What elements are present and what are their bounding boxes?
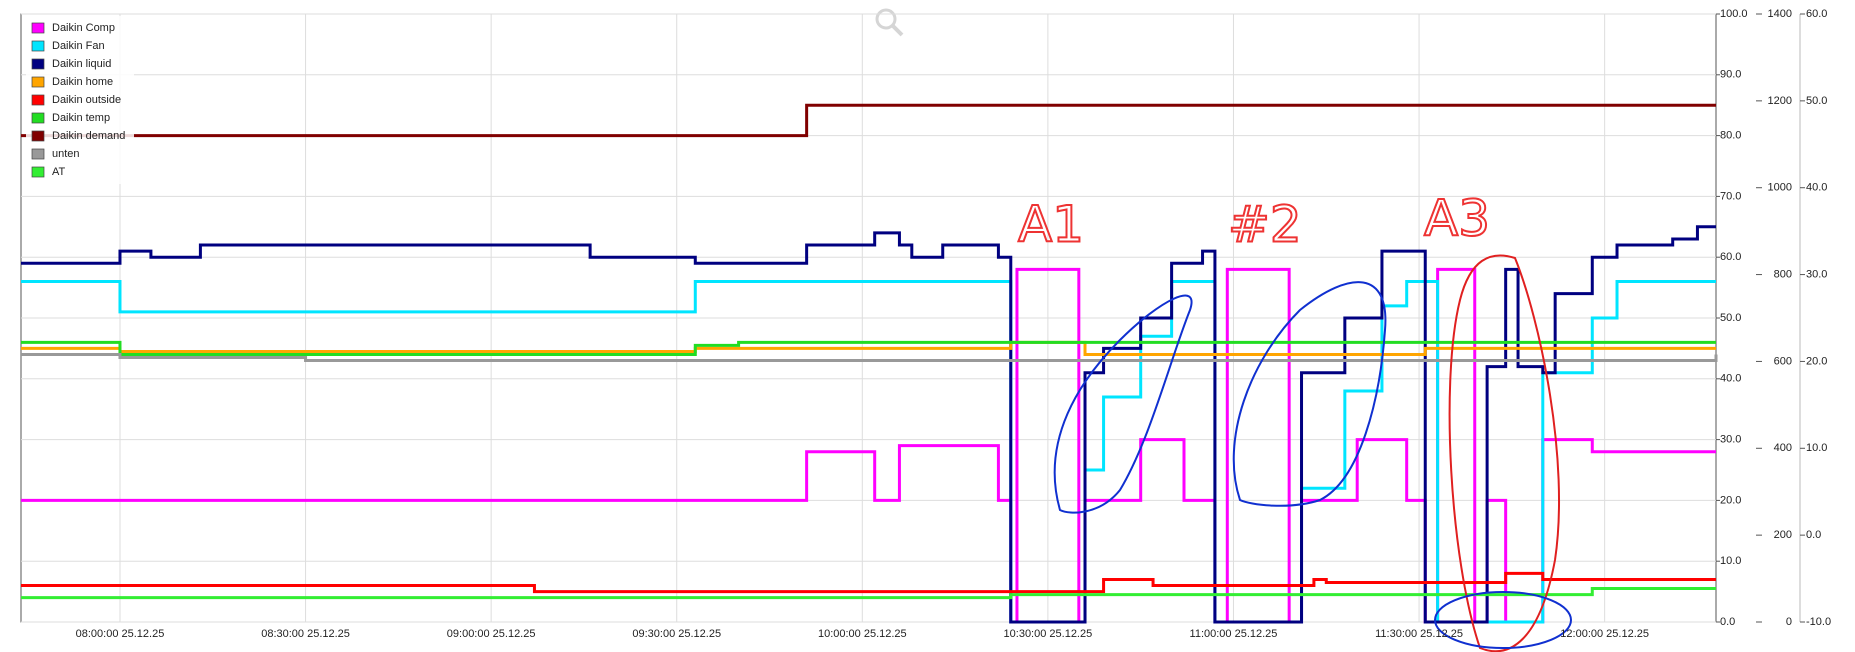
series-line: [21, 571, 1716, 594]
y-tick-label: 0.0: [1720, 616, 1735, 628]
legend-swatch: [31, 40, 45, 52]
legend-swatch: [31, 148, 45, 160]
x-tick-label: 09:00:00 25.12.25: [447, 628, 536, 640]
x-tick-label: 12:00:00 25.12.25: [1560, 628, 1649, 640]
y-tick-label: 70.0: [1720, 190, 1741, 202]
legend-label: Daikin temp: [52, 112, 110, 124]
legend-swatch: [31, 166, 45, 178]
annotation: A3: [1424, 190, 1490, 248]
legend-label: Daikin liquid: [52, 58, 111, 70]
y-tick-label: 80.0: [1720, 130, 1741, 142]
legend-swatch: [31, 130, 45, 142]
series-line: [21, 103, 1716, 138]
y-tick-label: 90.0: [1720, 69, 1741, 81]
x-tick-label: 10:00:00 25.12.25: [818, 628, 907, 640]
y2-tick-label: 1000: [1768, 182, 1792, 194]
y3-tick-label: 10.0: [1806, 442, 1827, 454]
y3-tick-label: -10.0: [1806, 616, 1831, 628]
series-line: [21, 587, 1716, 600]
annotation: A1: [1018, 196, 1084, 254]
legend-label: Daikin demand: [52, 130, 125, 142]
y3-tick-label: 30.0: [1806, 268, 1827, 280]
legend-swatch: [31, 22, 45, 34]
x-tick-label: 11:00:00 25.12.25: [1190, 628, 1278, 640]
x-tick-label: 10:30:00 25.12.25: [1004, 628, 1093, 640]
y-tick-label: 10.0: [1720, 555, 1741, 567]
x-tick-label: 09:30:00 25.12.25: [632, 628, 721, 640]
legend-swatch: [31, 76, 45, 88]
legend-label: unten: [52, 148, 80, 160]
legend-swatch: [31, 112, 45, 124]
y2-tick-label: 1400: [1768, 8, 1792, 20]
y-tick-label: 30.0: [1720, 434, 1741, 446]
series-line: [21, 352, 1718, 363]
y3-tick-label: 50.0: [1806, 95, 1827, 107]
y2-tick-label: 600: [1774, 355, 1792, 367]
plot-area: [21, 13, 1718, 624]
x-tick-label: 11:30:00 25.12.25: [1375, 628, 1463, 640]
legend-swatch: [31, 58, 45, 70]
y2-tick-label: 1200: [1768, 95, 1792, 107]
legend-swatch: [31, 94, 45, 106]
y2-tick-label: 800: [1774, 268, 1792, 280]
x-tick-label: 08:00:00 25.12.25: [76, 628, 165, 640]
y-tick-label: 100.0: [1720, 8, 1748, 20]
y-tick-label: 60.0: [1720, 251, 1741, 263]
legend-label: Daikin Fan: [52, 40, 105, 52]
series-line: [21, 225, 1716, 624]
y-tick-label: 20.0: [1720, 494, 1741, 506]
y2-tick-label: 400: [1774, 442, 1792, 454]
y3-tick-label: 40.0: [1806, 182, 1827, 194]
legend-label: Daikin Comp: [52, 22, 115, 34]
y-tick-label: 50.0: [1720, 312, 1741, 324]
annotation: #2: [1228, 196, 1302, 254]
series-line: [21, 340, 1716, 356]
y2-tick-label: 0: [1786, 616, 1792, 628]
y3-tick-label: 0.0: [1806, 529, 1821, 541]
legend-label: Daikin outside: [52, 94, 121, 106]
y2-tick-label: 200: [1774, 529, 1792, 541]
y3-tick-label: 60.0: [1806, 8, 1827, 20]
y3-tick-label: 20.0: [1806, 355, 1827, 367]
series-line: [21, 340, 1716, 356]
legend-label: Daikin home: [52, 76, 113, 88]
legend: Daikin Comp Daikin Fan Daikin liquid Daikin…: [26, 16, 134, 184]
scribbles: [1053, 254, 1572, 652]
legend-label: AT: [52, 166, 66, 178]
zoom-icon[interactable]: [875, 8, 904, 37]
y-tick-label: 40.0: [1720, 373, 1741, 385]
x-tick-label: 08:30:00 25.12.25: [261, 628, 350, 640]
